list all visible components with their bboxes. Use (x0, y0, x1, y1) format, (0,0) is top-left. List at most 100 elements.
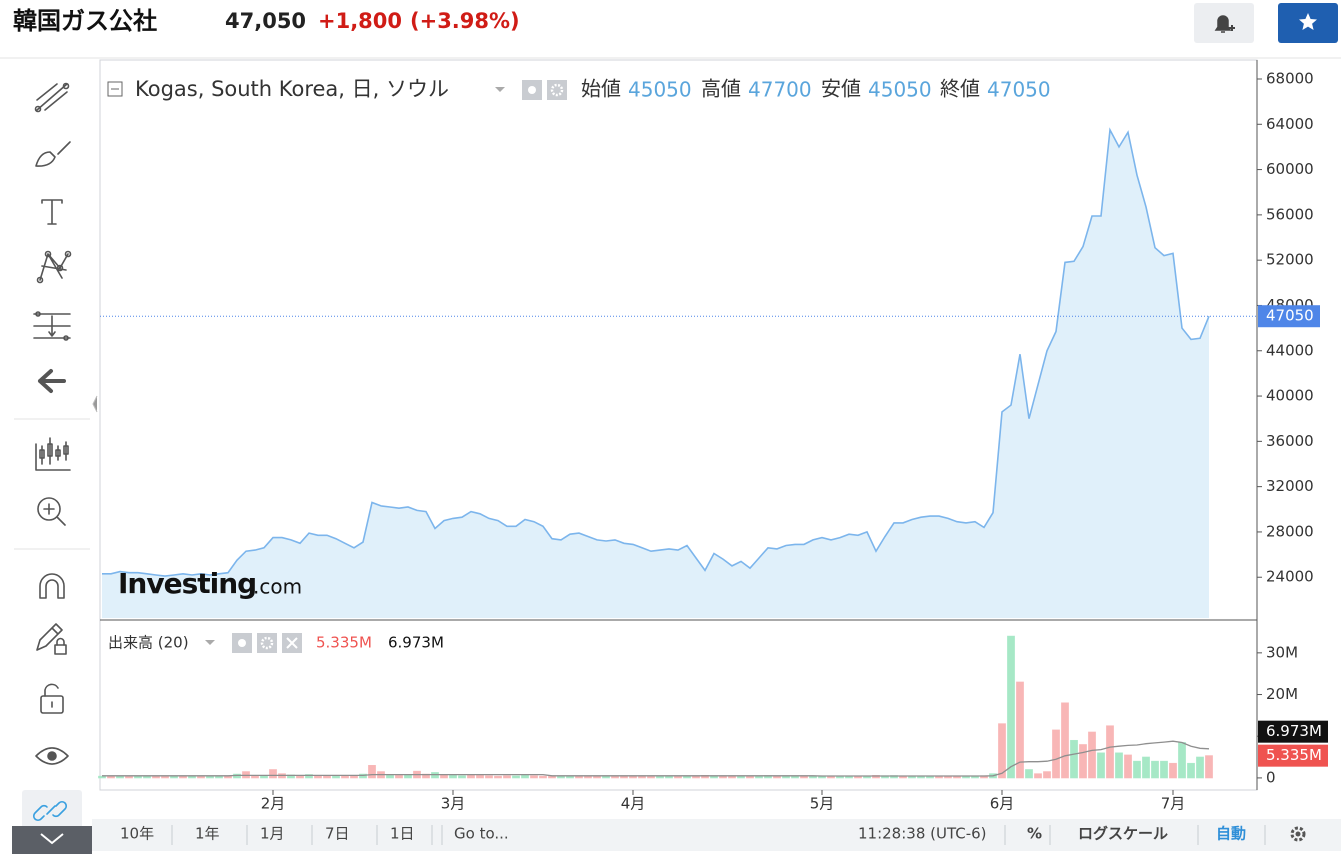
volume-bar (467, 774, 475, 779)
price-line (102, 127, 1210, 577)
volume-bar (152, 776, 160, 779)
x-tick-label: 5月 (810, 795, 835, 813)
volume-bar (1070, 739, 1078, 779)
chart-settings-button[interactable] (1290, 826, 1306, 842)
watermark-brand: Investing (118, 567, 256, 600)
volume-bar (962, 776, 970, 779)
range-button[interactable]: 1年 (195, 825, 220, 843)
ohlc-label: 終値 (940, 77, 980, 101)
y-tick-label: 68000 (1266, 69, 1314, 87)
volume-bar (296, 775, 304, 779)
volume-dropdown[interactable] (205, 640, 215, 645)
y-tick-label: 60000 (1266, 160, 1314, 178)
y-tick-label: 40000 (1266, 387, 1314, 405)
volume-bar (656, 775, 664, 779)
volume-bar (269, 769, 277, 779)
volume-bar (1097, 752, 1105, 779)
price-area (102, 129, 1209, 618)
fib-tool[interactable] (33, 311, 71, 341)
log-scale-toggle[interactable]: ログスケール (1078, 825, 1168, 843)
range-button[interactable]: 1月 (260, 825, 285, 843)
price-change: +1,800 (318, 9, 402, 33)
hide-icon (528, 86, 536, 94)
settings-button[interactable] (547, 80, 567, 100)
volume-bar (593, 775, 601, 779)
volume-last-value: 5.335M (316, 634, 372, 652)
lock-drawing-tool[interactable] (36, 623, 67, 655)
clock: 11:28:38 (UTC-6) (858, 825, 987, 843)
volume-badge (1258, 744, 1328, 767)
x-tick-label: 3月 (441, 795, 466, 813)
y-tick-label: 36000 (1266, 432, 1314, 450)
volume-bar (1115, 752, 1123, 779)
magnet-tool[interactable] (39, 573, 65, 599)
range-button[interactable]: 7日 (325, 825, 350, 843)
volume-bar (215, 775, 223, 779)
link-tool[interactable] (32, 800, 68, 822)
range-button[interactable]: 1日 (390, 825, 415, 843)
volume-bar (1187, 762, 1195, 779)
brush-tool[interactable] (35, 141, 71, 167)
visibility-tool[interactable] (35, 747, 69, 765)
volume-bar (521, 775, 529, 779)
volume-bar (1169, 762, 1177, 779)
percent-toggle[interactable]: % (1027, 825, 1042, 843)
y-tick-label: 56000 (1266, 205, 1314, 223)
volume-bar (260, 775, 268, 779)
auto-scale-toggle[interactable]: 自動 (1216, 825, 1246, 843)
alert-button[interactable] (1194, 3, 1254, 43)
volume-bar (1043, 771, 1051, 779)
settings-icon (550, 83, 564, 97)
y-tick-label: 52000 (1266, 251, 1314, 269)
price-change-pct: (+3.98%) (410, 9, 520, 33)
volume-bar (1007, 635, 1015, 779)
volume-bar (1124, 754, 1132, 779)
volume-settings-button[interactable] (257, 633, 277, 653)
volume-bar (1178, 742, 1186, 779)
ohlc-value: 45050 (868, 78, 932, 102)
volume-bar (1160, 760, 1168, 779)
volume-bar (206, 776, 214, 779)
trend-line-tool[interactable] (34, 82, 70, 113)
volume-ma-badge (1258, 720, 1328, 743)
volume-bar (458, 775, 466, 779)
range-button[interactable]: 10年 (120, 825, 154, 843)
volume-bar (143, 775, 151, 779)
lock-all-tool[interactable] (40, 683, 64, 714)
volume-bar (494, 775, 502, 779)
symbol-dropdown[interactable] (495, 87, 505, 92)
watchlist-button[interactable] (1278, 3, 1338, 43)
volume-bar (332, 775, 340, 779)
volume-bar (395, 775, 403, 779)
ohlc-label: 始値 (581, 77, 621, 101)
text-tool[interactable] (41, 199, 63, 225)
volume-bar (485, 775, 493, 779)
watermark-suffix: .com (253, 575, 302, 599)
volume-bar (1079, 744, 1087, 779)
x-tick-label: 6月 (990, 795, 1015, 813)
pattern-tool[interactable] (36, 250, 72, 284)
volume-bar (512, 775, 520, 779)
toolbar-toggle[interactable] (12, 826, 92, 854)
zoom-tool[interactable] (37, 497, 66, 526)
volume-bar (125, 776, 133, 779)
collapse-handle[interactable] (92, 395, 98, 413)
volume-bar (926, 776, 934, 779)
bottom-bar (92, 819, 1341, 851)
chart-type-tool[interactable] (35, 437, 71, 471)
volume-bar (530, 775, 538, 779)
volume-bar (1034, 773, 1042, 779)
volume-bar (584, 776, 592, 779)
last-price: 47,050 (225, 9, 306, 33)
back-arrow[interactable] (38, 369, 66, 393)
volume-bar (602, 776, 610, 779)
volume-ma-badge-label: 6.973M (1266, 722, 1322, 740)
volume-bar (1151, 760, 1159, 779)
collapse-legend[interactable] (107, 81, 123, 97)
volume-bar (323, 775, 331, 779)
volume-settings-icon (260, 636, 274, 650)
goto-button[interactable]: Go to... (454, 825, 509, 843)
x-tick-label: 4月 (621, 795, 646, 813)
x-tick-label: 7月 (1161, 795, 1186, 813)
